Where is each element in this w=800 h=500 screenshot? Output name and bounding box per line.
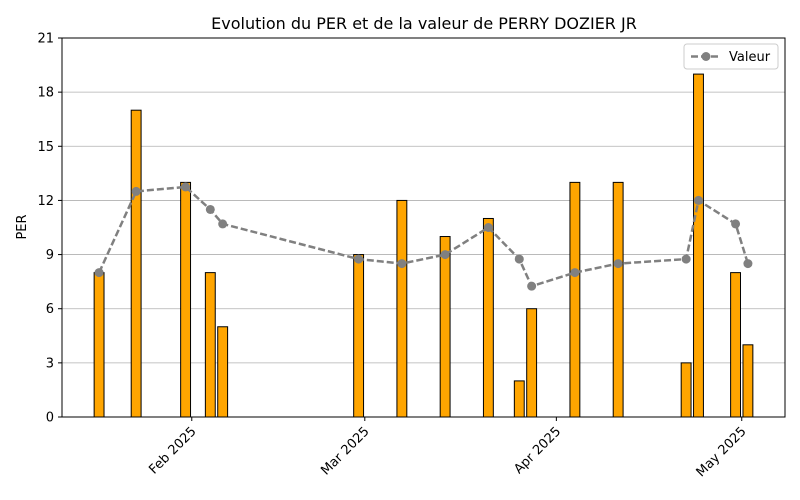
bar [742, 344, 754, 418]
bar [513, 380, 525, 418]
bar [396, 199, 408, 418]
bars [93, 73, 754, 418]
chart-title: Evolution du PER et de la valeur de PERR… [211, 14, 637, 33]
y-tick-label: 3 [46, 356, 54, 371]
bar [680, 362, 692, 418]
x-tick-label: May 2025 [694, 424, 750, 480]
series-point [397, 259, 407, 269]
bar [730, 272, 742, 418]
y-tick-label: 18 [37, 86, 54, 101]
x-tick-label: Apr 2025 [511, 424, 564, 477]
series-point [440, 250, 450, 260]
series-point [354, 254, 364, 264]
bar [93, 272, 105, 418]
y-tick-label: 15 [37, 140, 54, 155]
x-tick-label: Mar 2025 [318, 424, 372, 478]
legend: Valeur [683, 43, 779, 70]
bar [353, 254, 365, 418]
series-point [131, 186, 141, 196]
bar [482, 217, 494, 418]
series-point [181, 182, 191, 192]
bar [612, 181, 624, 418]
plot-frame [61, 37, 786, 418]
x-tick-label: Feb 2025 [146, 424, 199, 477]
series-point [514, 254, 524, 264]
gridlines [62, 37, 785, 418]
series-point [527, 281, 537, 291]
bar [526, 308, 538, 418]
bar [439, 236, 451, 418]
series-point [681, 254, 691, 264]
y-tick-label: 21 [37, 32, 54, 47]
bar [693, 73, 704, 418]
series-line [94, 182, 753, 291]
series-point [218, 219, 228, 229]
series-point [693, 195, 703, 205]
bar [217, 326, 229, 418]
y-tick-label: 6 [46, 302, 54, 317]
series-point [570, 268, 580, 278]
legend-marker [701, 52, 711, 61]
series-point [483, 223, 493, 232]
series-point [743, 259, 753, 269]
legend-box [683, 43, 779, 70]
y-tick-label: 12 [37, 194, 54, 209]
y-tick-label: 9 [46, 248, 54, 263]
series-point [94, 268, 104, 278]
series-point [205, 204, 215, 214]
y-axis-label: PER [15, 214, 30, 239]
series-point [613, 259, 623, 269]
series-point [731, 219, 741, 229]
y-axis: 0 3 6 9 12 15 18 21 [37, 32, 62, 426]
bar [569, 181, 581, 418]
legend-label-valeur: Valeur [729, 50, 771, 65]
bar [130, 109, 142, 418]
bar [204, 272, 216, 418]
series-line-valeur [97, 185, 750, 288]
x-axis: Feb 2025 Mar 2025 Apr 2025 May 2025 [146, 417, 750, 480]
y-tick-label: 0 [46, 411, 54, 426]
bar [180, 181, 192, 418]
